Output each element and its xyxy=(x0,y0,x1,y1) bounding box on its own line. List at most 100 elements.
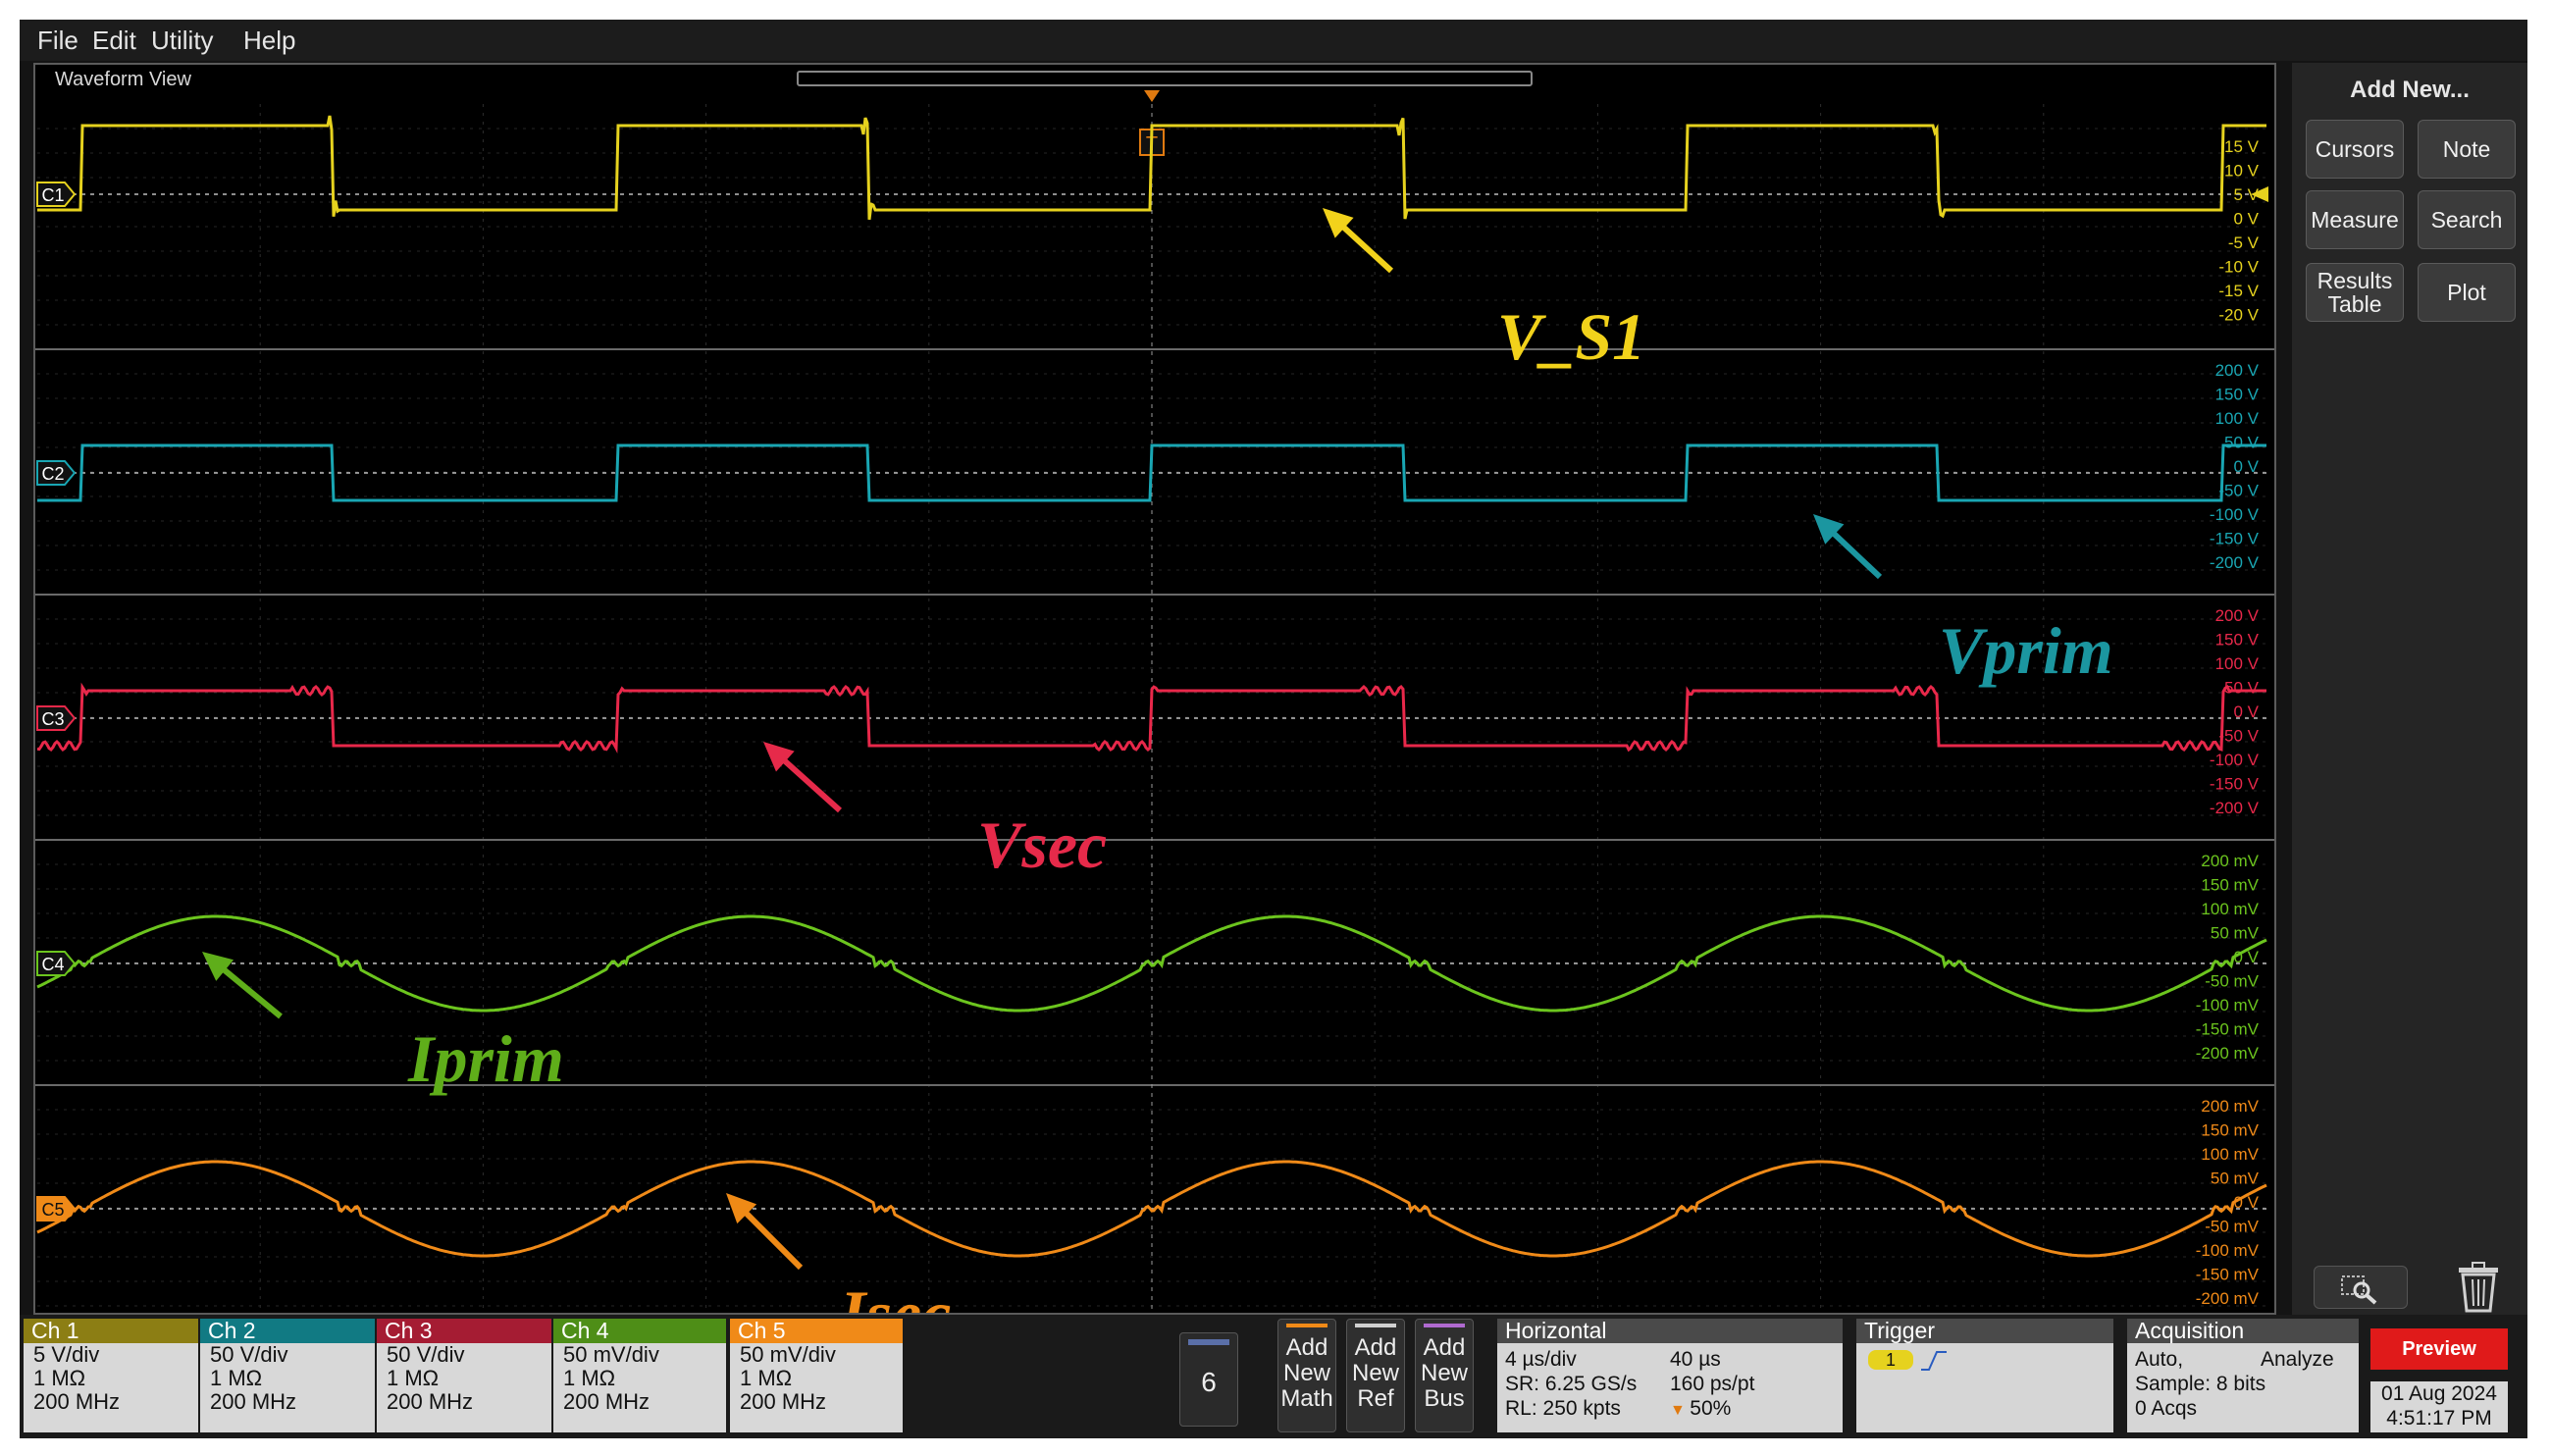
channel-badge-2[interactable]: Ch 2 50 V/div 1 MΩ 200 MHz xyxy=(200,1319,375,1432)
channel-handle-c1 xyxy=(36,182,77,207)
rising-edge-icon xyxy=(1921,1351,1947,1371)
annotation-arrow xyxy=(739,1206,804,1271)
channel-scale: 50 mV/div xyxy=(740,1342,836,1367)
add-new-ref-button[interactable]: Add New Ref xyxy=(1346,1319,1405,1432)
scale-label-c3: 0 V xyxy=(2233,702,2259,721)
add-ref-accent xyxy=(1355,1324,1396,1327)
scale-label-c3: -150 V xyxy=(2210,775,2260,794)
cursors-button[interactable]: Cursors xyxy=(2306,120,2404,179)
time-tick-label: -8 µs xyxy=(686,1312,725,1315)
add-new-bus-button[interactable]: Add New Bus xyxy=(1415,1319,1474,1432)
zoom-button[interactable] xyxy=(2314,1266,2408,1309)
horizontal-panel[interactable]: Horizontal 4 µs/div 40 µs SR: 6.25 GS/s … xyxy=(1497,1319,1843,1432)
annotation-arrowhead-icon xyxy=(1813,514,1845,545)
channel-handle-c2 xyxy=(36,460,77,486)
channel-handle-c4 xyxy=(36,951,77,976)
scale-label-c4: -100 mV xyxy=(2196,996,2260,1014)
channel-badge-4[interactable]: Ch 4 50 mV/div 1 MΩ 200 MHz xyxy=(553,1319,726,1432)
search-button[interactable]: Search xyxy=(2418,190,2516,249)
channel-impedance: 1 MΩ xyxy=(563,1366,616,1390)
scale-label-c5: -150 mV xyxy=(2196,1266,2260,1284)
acquisition-panel[interactable]: Acquisition Auto, Analyze Sample: 8 bits… xyxy=(2127,1319,2359,1432)
add-ref-line3: Ref xyxy=(1357,1385,1394,1412)
channel-badge-5[interactable]: Ch 5 50 mV/div 1 MΩ 200 MHz xyxy=(730,1319,903,1432)
scale-label-c3: 150 V xyxy=(2215,631,2260,650)
waveform-trace-c2 xyxy=(37,443,2266,502)
scale-label-c4: 100 mV xyxy=(2201,900,2259,918)
scale-label-c3: 100 V xyxy=(2215,654,2260,673)
record-view-bar[interactable] xyxy=(797,71,1533,86)
add-math-line2: New xyxy=(1282,1360,1330,1386)
add-new-title: Add New... xyxy=(2350,77,2470,103)
annotation-arrow xyxy=(777,754,843,813)
scale-label-c1: 15 V xyxy=(2224,137,2260,156)
scale-label-c2: -200 V xyxy=(2210,553,2260,572)
add-bus-line3: Bus xyxy=(1424,1385,1465,1412)
waveform-view-title: Waveform View xyxy=(55,69,191,90)
scale-label-c5: -100 mV xyxy=(2196,1241,2260,1260)
scale-label-c2: 0 V xyxy=(2233,457,2259,476)
scale-label-c2: -50 V xyxy=(2218,482,2259,500)
results-table-button[interactable]: Results Table xyxy=(2306,263,2404,322)
date-label: 01 Aug 2024 xyxy=(2381,1382,2497,1405)
trash-button[interactable] xyxy=(2449,1260,2508,1315)
time-tick-label: 16 µs xyxy=(2022,1312,2065,1315)
menu-utility[interactable]: Utility xyxy=(151,26,214,55)
trigger-panel[interactable]: Trigger 1 xyxy=(1856,1319,2113,1432)
annotation-label-c4: Iprim xyxy=(407,1021,564,1096)
measure-button[interactable]: Measure xyxy=(2306,190,2404,249)
menu-help[interactable]: Help xyxy=(243,26,296,55)
scale-label-c4: -150 mV xyxy=(2196,1020,2260,1039)
acquisition-mode: Auto, xyxy=(2135,1348,2184,1371)
annotation-arrowhead-icon xyxy=(1323,208,1354,238)
add-bus-line1: Add xyxy=(1423,1334,1466,1361)
add-math-line1: Add xyxy=(1285,1334,1328,1361)
scale-label-c3: -100 V xyxy=(2210,751,2260,769)
time-tick-label: 0 s xyxy=(1140,1312,1164,1315)
channel-handle-label: C3 xyxy=(41,709,64,729)
channel-scale: 50 mV/div xyxy=(563,1342,659,1367)
record-length: RL: 250 kpts xyxy=(1505,1397,1621,1420)
channel-handle-label: C5 xyxy=(41,1200,64,1220)
side-panel: Add New... Cursors Note Measure Search R… xyxy=(2292,63,2527,1315)
time-label: 4:51:17 PM xyxy=(2386,1407,2492,1430)
scale-label-c4: -50 mV xyxy=(2205,972,2259,991)
channel-badge-header: Ch 4 xyxy=(553,1319,726,1343)
add-math-line3: Math xyxy=(1280,1385,1333,1412)
note-button[interactable]: Note xyxy=(2418,120,2516,179)
waveform-view[interactable]: Waveform View T-16 µs-12 µs-8 µs-4 µs0 s… xyxy=(33,63,2276,1315)
preview-button[interactable]: Preview xyxy=(2370,1328,2508,1370)
scale-label-c2: 100 V xyxy=(2215,409,2260,428)
annotation-arrowhead-icon xyxy=(763,742,795,772)
annotation-arrowhead-icon xyxy=(202,952,234,981)
annotation-label-c1: V_S1 xyxy=(1497,299,1645,374)
channel-impedance: 1 MΩ xyxy=(740,1366,793,1390)
add-bus-accent xyxy=(1424,1324,1465,1327)
channel-count-button[interactable]: 6 xyxy=(1179,1332,1238,1427)
channel-badge-header: Ch 3 xyxy=(377,1319,551,1343)
acquisition-title: Acquisition xyxy=(2127,1319,2359,1343)
annotation-arrow xyxy=(217,962,283,1019)
horizontal-position: ▼ 50% xyxy=(1670,1397,1731,1423)
channel-handle-c3 xyxy=(36,705,77,731)
annotation-arrow xyxy=(1826,526,1883,580)
plot-button[interactable]: Plot xyxy=(2418,263,2516,322)
channel-badge-3[interactable]: Ch 3 50 V/div 1 MΩ 200 MHz xyxy=(377,1319,551,1432)
horizontal-position-value: 50% xyxy=(1690,1397,1732,1420)
channel-badge-header: Ch 5 xyxy=(730,1319,903,1343)
channel-scale: 5 V/div xyxy=(33,1342,100,1367)
add-bus-line2: New xyxy=(1420,1360,1468,1386)
scale-label-c3: -200 V xyxy=(2210,799,2260,817)
channel-bandwidth: 200 MHz xyxy=(387,1389,474,1414)
add-new-math-button[interactable]: Add New Math xyxy=(1277,1319,1336,1432)
menu-file[interactable]: File xyxy=(37,26,78,55)
acquisition-analyze: Analyze xyxy=(2261,1348,2334,1371)
channel-bandwidth: 200 MHz xyxy=(210,1389,297,1414)
add-math-accent xyxy=(1286,1324,1328,1327)
waveform-display[interactable]: T-16 µs-12 µs-8 µs-4 µs0 s4 µs8 µs12 µs1… xyxy=(35,65,2276,1315)
menu-edit[interactable]: Edit xyxy=(92,26,136,55)
channel-handle-c5 xyxy=(36,1196,77,1222)
acquisition-count: 0 Acqs xyxy=(2135,1397,2198,1420)
